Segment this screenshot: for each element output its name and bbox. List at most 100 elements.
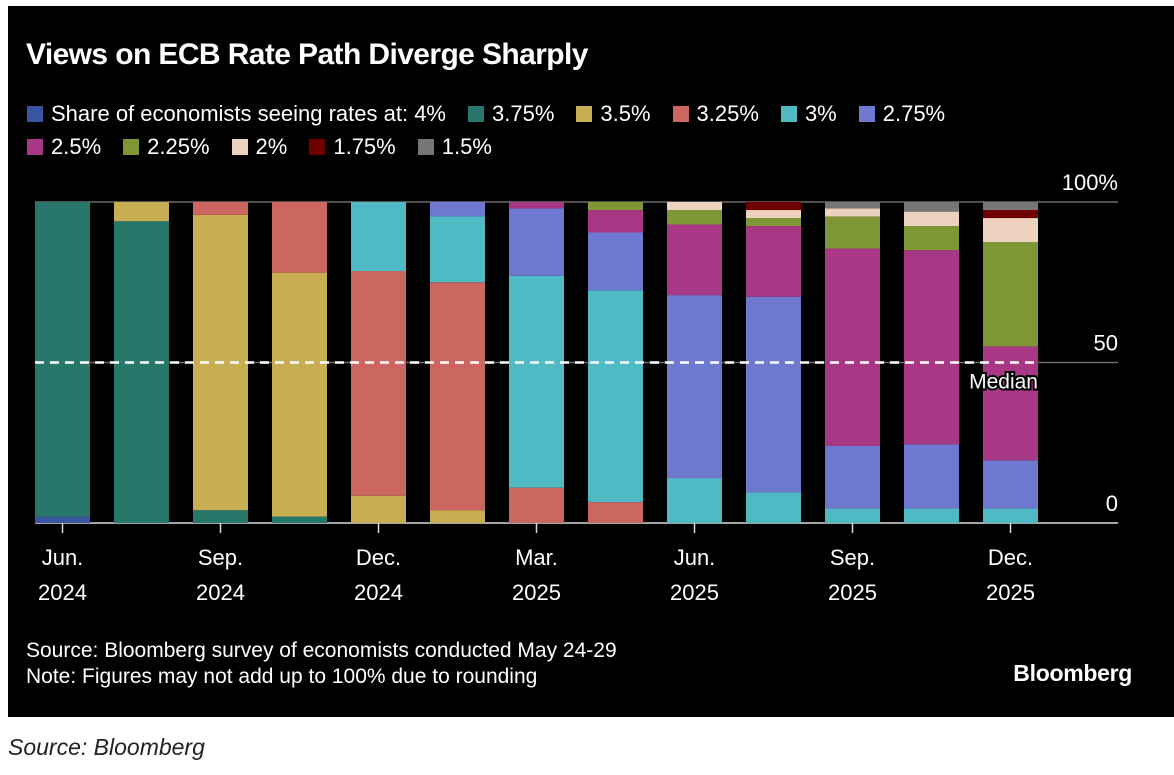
- legend-item: 2.75%: [858, 101, 946, 127]
- x-tick-label-month: Dec.: [356, 545, 401, 570]
- bar-segment-2-25pct: [588, 202, 643, 211]
- y-tick-label: 0: [1106, 491, 1118, 516]
- bar-segment-3-75pct: [35, 202, 90, 517]
- bar-segment-2-5pct: [983, 346, 1038, 461]
- x-tick-label-year: 2024: [196, 580, 245, 605]
- chart-plot: Median 100% 50 0 Jun. 2024 Sep. 2024 Dec. 2024 Ma…: [35, 170, 1118, 605]
- bar-segment-2-25pct: [983, 242, 1038, 347]
- bar-segment-2-75pct: [904, 444, 959, 509]
- legend-label: 2.25%: [147, 134, 210, 159]
- legend-swatch: [27, 106, 43, 122]
- x-tick-label-month: Mar.: [515, 545, 558, 570]
- legend-label: 3.5%: [600, 101, 651, 126]
- bloomberg-logo: Bloomberg: [1013, 660, 1132, 686]
- chart-footer: Source: Bloomberg survey of economists c…: [26, 638, 617, 690]
- legend-row-1: Share of economists seeing rates at: 4% …: [27, 101, 967, 127]
- bar-segment-3pct: [509, 275, 564, 488]
- legend-swatch: [27, 139, 43, 155]
- x-tick-label-month: Dec.: [988, 545, 1033, 570]
- bar-segment-2-5pct: [588, 210, 643, 233]
- bar-segment-3-25pct: [193, 202, 248, 215]
- bar-segment-3-25pct: [509, 487, 564, 523]
- x-tick-label-year: 2024: [38, 580, 87, 605]
- bar-segment-2-5pct: [825, 248, 880, 446]
- legend-item: 3%: [780, 101, 837, 127]
- bar-segment-2-75pct: [430, 202, 485, 217]
- bar-segment-3-25pct: [272, 202, 327, 273]
- legend-swatch: [231, 139, 248, 155]
- legend-swatch: [780, 106, 797, 122]
- bar-segment-2-75pct: [667, 295, 722, 479]
- legend-row-2: 2.5% 2.25% 2% 1.75% 1.5%: [27, 134, 514, 160]
- bar-segment-2-25pct: [746, 218, 801, 227]
- legend-item: 2%: [231, 134, 288, 160]
- legend-label: 2.5%: [51, 134, 102, 159]
- bar-segment-3-75pct: [272, 516, 327, 523]
- bar-segment-3-75pct: [114, 221, 169, 523]
- legend-item: 3.5%: [576, 101, 651, 127]
- legend-label: 1.75%: [333, 134, 396, 159]
- bar-segment-2-5pct: [509, 202, 564, 209]
- image-caption: Source: Bloomberg: [8, 734, 205, 760]
- bar-segment-2-25pct: [904, 226, 959, 251]
- x-tick-label-year: 2025: [828, 580, 877, 605]
- bar-segment-2-75pct: [746, 296, 801, 493]
- legend-swatch: [858, 106, 875, 122]
- bar-segment-3-75pct: [193, 510, 248, 523]
- legend-label: 3.75%: [492, 101, 555, 126]
- legend-item: 3.75%: [468, 101, 554, 127]
- bar-segment-2-75pct: [825, 445, 880, 509]
- legend-swatch: [417, 139, 434, 155]
- bar-segment-1-75pct: [983, 210, 1038, 219]
- legend-swatch: [576, 106, 593, 122]
- legend-swatch: [672, 106, 689, 122]
- legend-swatch: [468, 106, 484, 122]
- x-tick-label-month: Jun.: [674, 545, 716, 570]
- axes: 100% 50 0 Jun. 2024 Sep. 2024 Dec. 2024 Mar. 2025 J…: [38, 170, 1118, 605]
- bar-segment-3pct: [746, 492, 801, 523]
- x-tick-label-month: Jun.: [42, 545, 84, 570]
- legend-item: 3.25%: [672, 101, 759, 127]
- bar-segment-2-25pct: [667, 210, 722, 225]
- x-tick-label-year: 2025: [670, 580, 719, 605]
- rounding-note: Note: Figures may not add up to 100% due…: [26, 665, 538, 688]
- bar-segment-2-25pct: [825, 216, 880, 249]
- bar-segment-3pct: [430, 216, 485, 283]
- bar-segment-3pct: [351, 202, 406, 272]
- bar-segment-3pct: [904, 508, 959, 523]
- legend-item: 1.5%: [417, 134, 492, 160]
- bar-segment-2-5pct: [746, 226, 801, 297]
- bar-segment-3pct: [667, 478, 722, 523]
- bar-segment-3-5pct: [114, 202, 169, 222]
- bar-segment-4pct: [35, 516, 90, 523]
- legend-label: 2.75%: [882, 101, 946, 126]
- legend-label: 3%: [804, 101, 837, 126]
- legend-label: Share of economists seeing rates at: 4%: [51, 101, 446, 126]
- bar-segment-1-75pct: [746, 202, 801, 211]
- median-overlay: Median: [35, 361, 1040, 396]
- legend-item: 1.75%: [309, 134, 396, 160]
- legend-item: 2.25%: [123, 134, 210, 160]
- y-tick-label: 100%: [1062, 170, 1118, 195]
- bar-segment-3-25pct: [351, 271, 406, 496]
- bar-segment-1-5pct: [904, 202, 959, 212]
- bar-segment-3pct: [983, 508, 1038, 523]
- bar-segment-3pct: [588, 290, 643, 503]
- legend-label: 2%: [255, 134, 288, 159]
- bar-segment-2pct: [746, 210, 801, 219]
- legend-swatch: [309, 139, 326, 155]
- bar-segment-2-75pct: [509, 208, 564, 276]
- bars: [35, 202, 1038, 523]
- bar-segment-2pct: [825, 208, 880, 217]
- bar-segment-2pct: [904, 211, 959, 227]
- bar-segment-3-5pct: [272, 272, 327, 517]
- legend-item: 2.5%: [27, 134, 101, 160]
- legend-label: 3.25%: [696, 101, 759, 126]
- bar-segment-3-25pct: [588, 502, 643, 523]
- median-label: Median: [969, 371, 1038, 394]
- legend-swatch: [123, 139, 140, 155]
- legend-item: Share of economists seeing rates at: 4%: [27, 101, 446, 127]
- bar-segment-3pct: [825, 508, 880, 523]
- x-tick-label-year: 2025: [512, 580, 561, 605]
- x-tick-label-month: Sep.: [198, 545, 243, 570]
